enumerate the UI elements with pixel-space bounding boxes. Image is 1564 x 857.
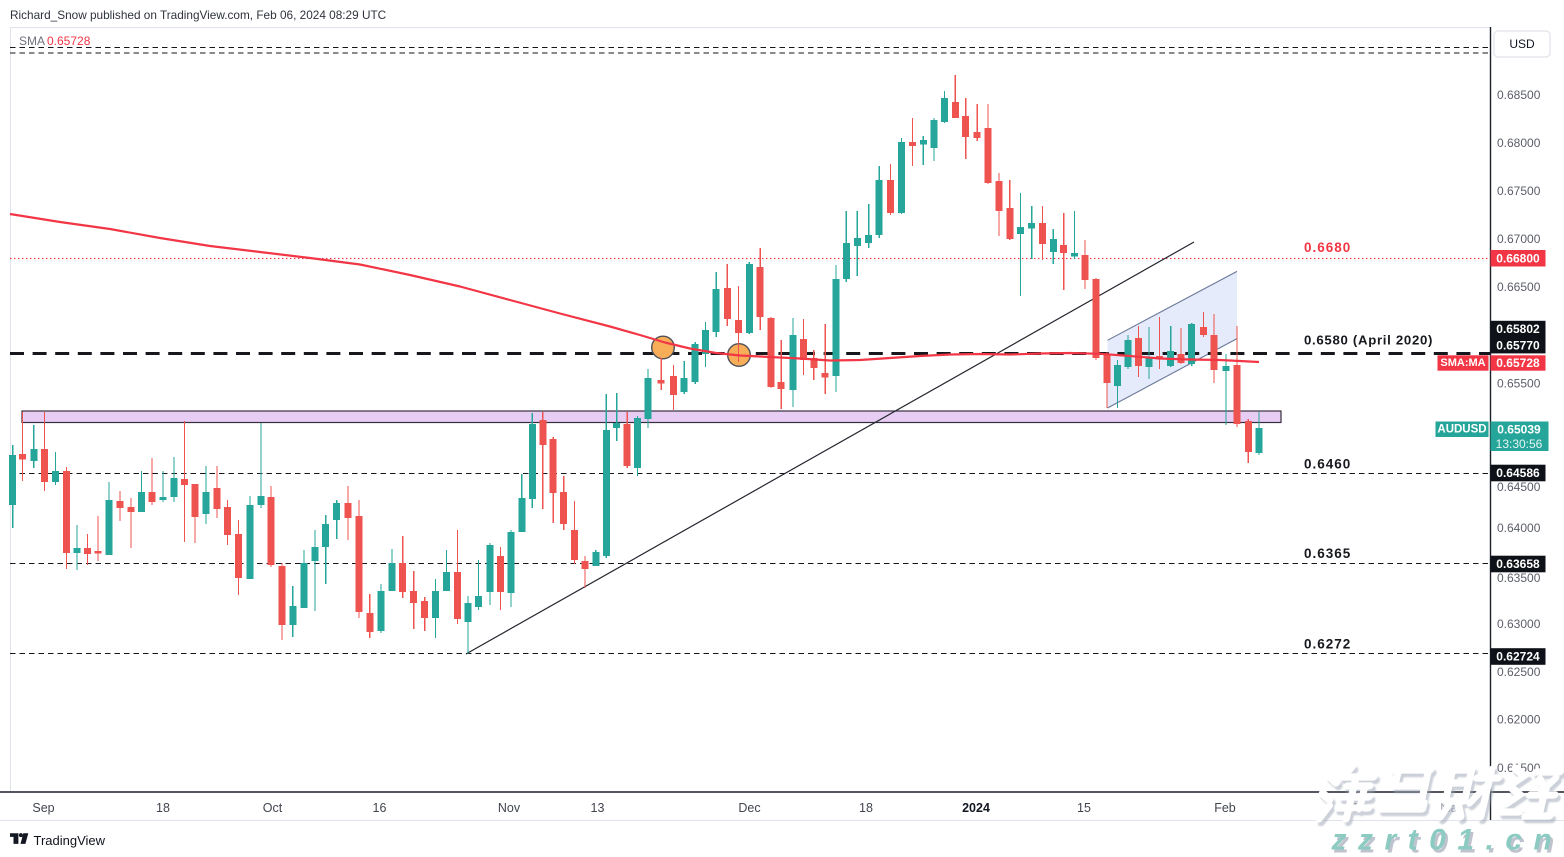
svg-text:0.63000: 0.63000	[1497, 617, 1541, 631]
svg-text:0.65500: 0.65500	[1497, 377, 1541, 391]
svg-text:0.6272: 0.6272	[1304, 637, 1351, 652]
svg-text:SMA:MA: SMA:MA	[1440, 357, 1485, 369]
svg-text:Richard_Snow published on Trad: Richard_Snow published on TradingView.co…	[10, 8, 387, 22]
svg-text:0.62724: 0.62724	[1496, 650, 1540, 664]
svg-text:18: 18	[156, 801, 170, 815]
svg-text:16: 16	[373, 801, 387, 815]
svg-text:USD: USD	[1509, 37, 1535, 51]
svg-text:0.68000: 0.68000	[1497, 136, 1541, 150]
svg-text:0.65039: 0.65039	[1497, 422, 1541, 436]
svg-text:15: 15	[1077, 801, 1091, 815]
svg-text:0.66500: 0.66500	[1497, 280, 1541, 294]
svg-text:Sep: Sep	[32, 801, 54, 815]
svg-text:0.6680: 0.6680	[1304, 240, 1351, 255]
svg-text:0.68500: 0.68500	[1497, 88, 1541, 102]
svg-text:0.6460: 0.6460	[1304, 457, 1351, 472]
svg-text:SMA: SMA	[19, 34, 45, 48]
svg-text:0.64500: 0.64500	[1497, 480, 1541, 494]
svg-text:0.67000: 0.67000	[1497, 232, 1541, 246]
svg-text:0.65728: 0.65728	[47, 34, 91, 48]
svg-text:18: 18	[859, 801, 873, 815]
svg-text:Feb: Feb	[1214, 801, 1236, 815]
svg-text:0.64000: 0.64000	[1497, 521, 1541, 535]
svg-text:0.64586: 0.64586	[1496, 466, 1540, 480]
svg-text:Nov: Nov	[498, 801, 521, 815]
svg-text:AUDUSD: AUDUSD	[1437, 423, 1486, 435]
svg-text:Oct: Oct	[263, 801, 283, 815]
svg-text:zzrt01.cn: zzrt01.cn	[1333, 827, 1564, 857]
svg-text:0.66800: 0.66800	[1496, 251, 1540, 265]
svg-text:0.65728: 0.65728	[1496, 356, 1540, 370]
svg-text:0.63500: 0.63500	[1497, 571, 1541, 585]
svg-text:0.62000: 0.62000	[1497, 713, 1541, 727]
svg-text:zzrt01.cn: zzrt01.cn	[1331, 824, 1564, 857]
svg-text:TradingView: TradingView	[34, 833, 106, 848]
svg-text:13:30:56: 13:30:56	[1496, 437, 1543, 451]
svg-text:0.65802: 0.65802	[1496, 322, 1540, 336]
svg-text:13: 13	[591, 801, 605, 815]
svg-text:Dec: Dec	[738, 801, 760, 815]
svg-text:0.6365: 0.6365	[1304, 546, 1351, 561]
svg-text:0.62500: 0.62500	[1497, 665, 1541, 679]
svg-text:2024: 2024	[962, 801, 990, 815]
svg-text:0.65770: 0.65770	[1496, 339, 1540, 353]
svg-text:0.67500: 0.67500	[1497, 184, 1541, 198]
svg-text:0.63658: 0.63658	[1496, 557, 1540, 571]
svg-text:0.6580 (April 2020): 0.6580 (April 2020)	[1304, 333, 1433, 348]
